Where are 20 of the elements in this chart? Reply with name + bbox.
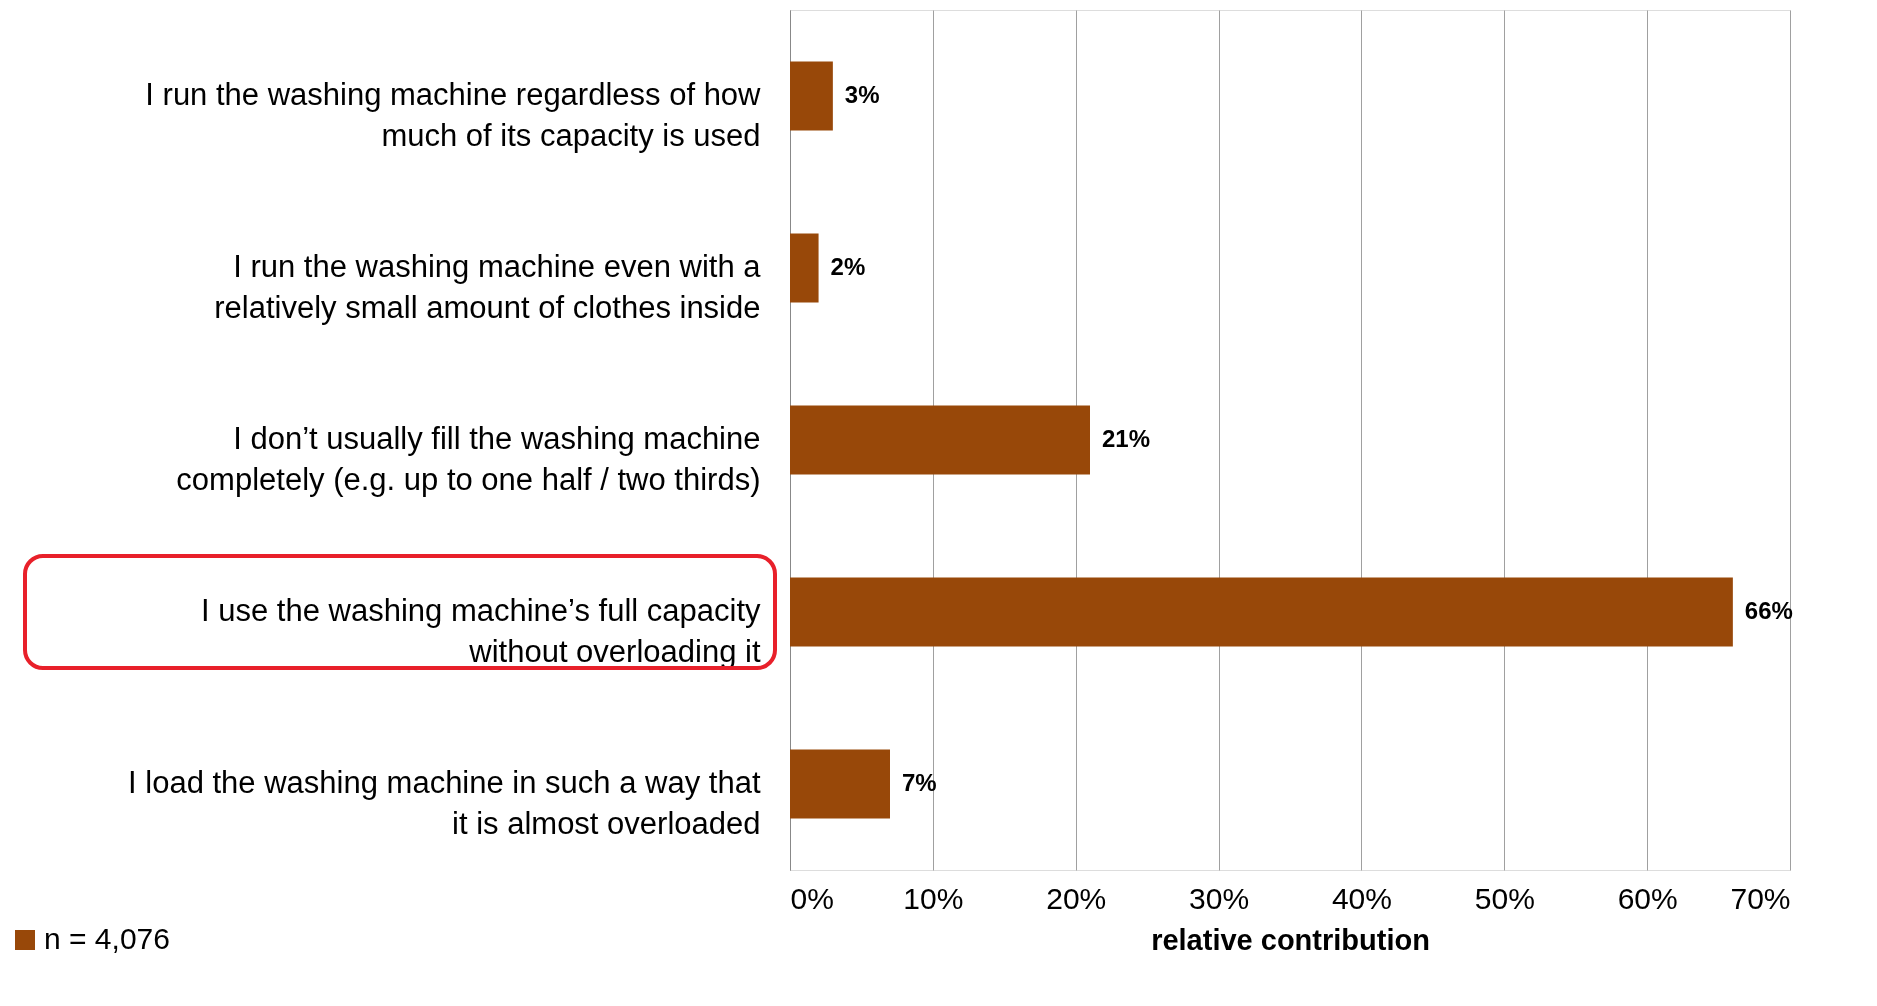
- y-tick-label: I run the washing machine regardless of how much of its capacity is used: [145, 77, 762, 153]
- legend-label: n = 4,076: [44, 922, 170, 955]
- y-tick-label: I run the washing machine even with a relatively small amount of clothes inside: [214, 249, 762, 325]
- x-tick-label: 40%: [1331, 881, 1392, 915]
- y-tick-label: I don’t usually fill the washing machine completely (e.g. up to one half / two thirds): [176, 421, 761, 497]
- data-label: 21%: [1102, 425, 1151, 452]
- x-tick-label: 50%: [1474, 881, 1535, 915]
- data-label: 7%: [902, 769, 937, 796]
- x-tick-label: 20%: [1046, 881, 1107, 915]
- data-label: 2%: [830, 253, 866, 280]
- y-tick-label: I use the washing machine’s full capacity without overloading it: [201, 593, 761, 669]
- data-label: 3%: [844, 81, 880, 108]
- x-tick-label: 70%: [1730, 881, 1791, 915]
- y-tick-label: I load the washing machine in such a way that it is almost overloaded: [128, 765, 761, 841]
- x-tick-label: 60%: [1617, 881, 1678, 915]
- x-tick-label: 10%: [903, 881, 964, 915]
- x-tick-label: 0%: [790, 881, 834, 915]
- x-tick-label: 30%: [1189, 881, 1250, 915]
- data-label: 66%: [1744, 597, 1793, 624]
- x-axis-title: relative contribution: [1151, 923, 1430, 956]
